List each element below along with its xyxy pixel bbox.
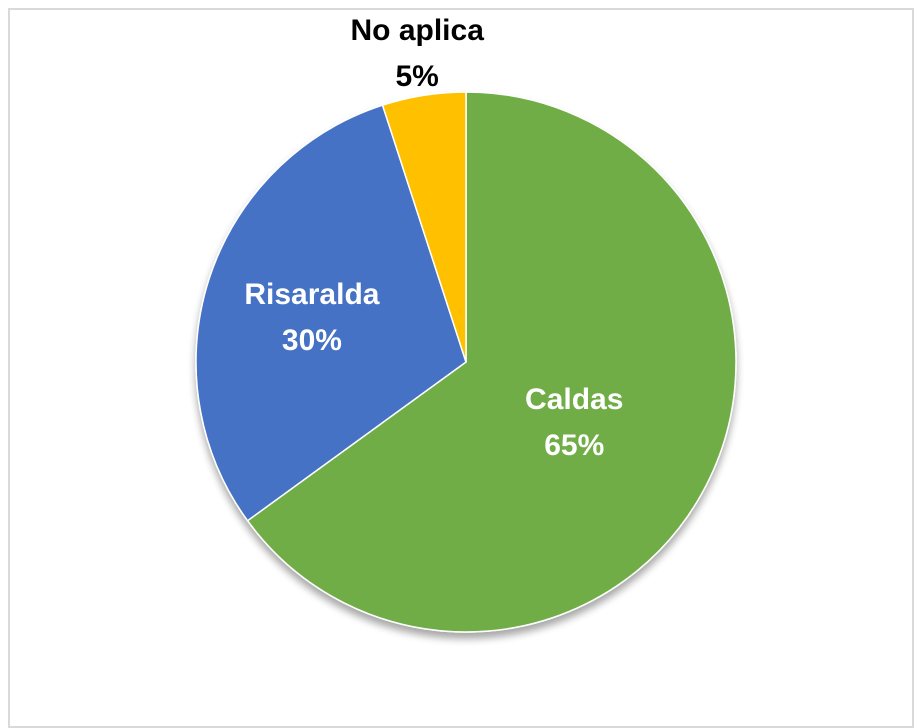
slice-category-label-caldas: Caldas	[525, 383, 623, 416]
pie-slice-no-aplica	[381, 91, 467, 363]
slice-value-label-caldas: 65%	[544, 429, 604, 462]
pie-slices	[195, 91, 737, 633]
slice-value-label-no-aplica: 5%	[396, 60, 439, 93]
pie-slice-caldas	[246, 91, 737, 633]
slice-value-label-risaralda: 30%	[282, 324, 342, 357]
slice-category-label-no-aplica: No aplica	[351, 14, 485, 47]
slice-category-label-risaralda: Risaralda	[244, 278, 379, 311]
pie-labels: Caldas 65% Risaralda 30% No aplica 5%	[244, 14, 623, 462]
pie-slice-risaralda	[195, 104, 467, 522]
